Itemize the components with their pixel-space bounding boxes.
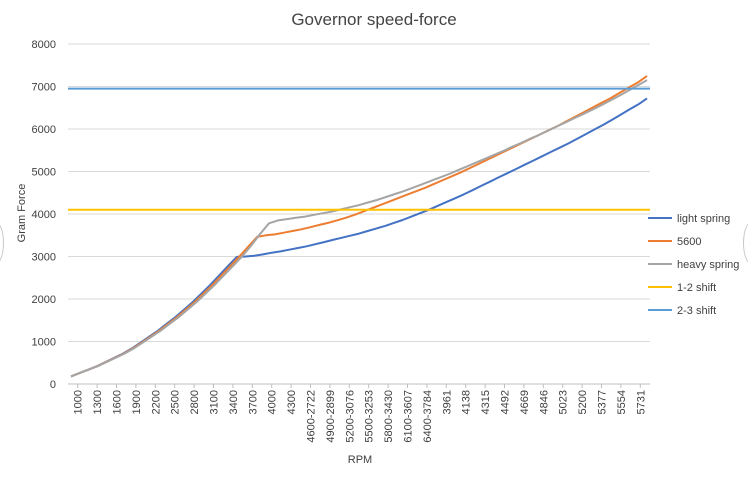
legend-label-5600: 5600 (677, 236, 701, 248)
x-tick-label: 3100 (209, 390, 221, 414)
x-tick-label: 4669 (519, 390, 531, 414)
x-tick-label: 3400 (228, 390, 240, 414)
x-tick-label: 1300 (92, 390, 104, 414)
x-tick-label: 4900-2899 (325, 390, 337, 443)
y-tick-label: 7000 (32, 82, 56, 94)
y-tick-label: 4000 (32, 209, 56, 221)
legend-label-2-3-shift: 2-3 shift (677, 305, 716, 317)
x-tick-label: 5731 (635, 390, 647, 414)
x-tick-label: 4138 (461, 390, 473, 414)
x-tick-label: 5200 (577, 390, 589, 414)
x-tick-label: 5023 (558, 390, 570, 414)
x-tick-label: 1900 (131, 390, 143, 414)
x-tick-label: 2500 (170, 390, 182, 414)
legend-label-light-spring: light spring (677, 213, 730, 225)
x-tick-label: 4492 (500, 390, 512, 414)
x-tick-label: 1600 (112, 390, 124, 414)
x-tick-label: 3700 (247, 390, 259, 414)
x-tick-label: 5554 (616, 390, 628, 414)
y-tick-label: 0 (50, 379, 56, 391)
x-tick-labels: 1000 1300 1600 1900 2200 2500 2800 3100 3400 3700… (73, 384, 647, 443)
x-tick-label: 4846 (538, 390, 550, 414)
legend-label-1-2-shift: 1-2 shift (677, 282, 716, 294)
x-tick-label: 4315 (480, 390, 492, 414)
y-tick-label: 6000 (32, 124, 56, 136)
x-tick-label: 5800-3430 (383, 390, 395, 443)
y-tick-label: 2000 (32, 294, 56, 306)
chart-title: Governor speed-force (291, 10, 456, 29)
series-lines (68, 75, 650, 378)
y-tick-label: 1000 (32, 337, 56, 349)
y-tick-label: 8000 (32, 39, 56, 51)
y-tick-labels: 0 1000 2000 3000 4000 5000 6000 7000 8000 (32, 39, 56, 391)
legend: light spring 5600 heavy spring 1-2 shift 2-3… (648, 213, 739, 317)
series-line-heavy-spring (70, 79, 648, 378)
x-tick-label: 2200 (150, 390, 162, 414)
x-tick-label: 5500-3253 (364, 390, 376, 443)
y-axis-title: Gram Force (16, 184, 28, 243)
y-tick-label: 5000 (32, 167, 56, 179)
x-axis-title: RPM (348, 454, 372, 466)
legend-label-heavy-spring: heavy spring (677, 259, 739, 271)
x-tick-label: 5200-3076 (344, 390, 356, 443)
x-tick-label: 4300 (286, 390, 298, 414)
x-tick-label: 6100-3607 (403, 390, 415, 443)
x-tick-label: 4000 (267, 390, 279, 414)
x-tick-label: 2800 (189, 390, 201, 414)
y-tick-label: 3000 (32, 252, 56, 264)
x-tick-label: 1000 (73, 390, 85, 414)
x-tick-label: 3961 (441, 390, 453, 414)
x-tick-label: 4600-2722 (306, 390, 318, 443)
x-tick-label: 6400-3784 (422, 390, 434, 443)
x-tick-label: 5377 (597, 390, 609, 414)
